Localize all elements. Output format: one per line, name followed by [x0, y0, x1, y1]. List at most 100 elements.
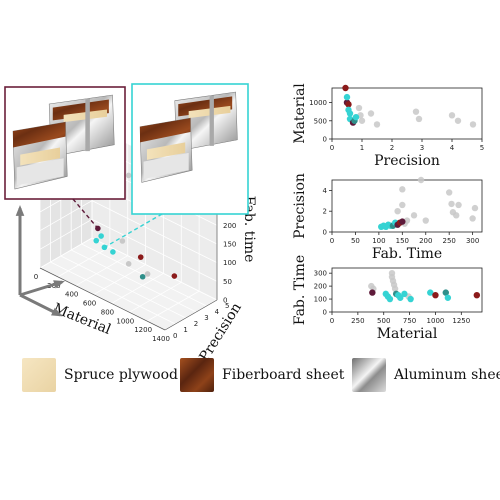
data-point [367, 110, 375, 117]
y-tick-label: 2 [323, 208, 327, 216]
x-tick-label: 500 [377, 317, 390, 325]
grid-line [93, 264, 146, 295]
data-point [397, 294, 404, 301]
y-tick-label: 1000 [309, 99, 327, 107]
data-point [343, 93, 351, 101]
y-tick-label: 0 [323, 309, 327, 317]
x-tick-label: 0 [330, 317, 334, 325]
data-point-3d [101, 244, 108, 251]
x-tick-label: 0 [34, 273, 38, 281]
scatter-fabtime-vs-material: 0 250 500 750 1000 1250 0 100 200 300 Material Fab.… [292, 255, 483, 342]
z-tick-label: 150 [223, 241, 236, 249]
data-point [401, 290, 408, 298]
data-point [448, 112, 456, 119]
data-point [422, 217, 429, 224]
data-point [453, 212, 460, 219]
y-tick-label: 2 [194, 320, 198, 328]
y-tick-label: 5 [225, 302, 229, 310]
x-tick-label: 1000 [427, 317, 445, 325]
z-tick-label: 50 [223, 278, 232, 286]
grid-line [39, 237, 93, 269]
data-point [412, 108, 420, 115]
plywood-shelf [20, 147, 61, 166]
y-tick-label: 0 [323, 229, 327, 237]
grid-line [50, 261, 176, 325]
x-tick-label: 1 [360, 144, 364, 152]
material-legend: Spruce plywood Fiberboard sheet Aluminum… [0, 355, 500, 405]
data-point [444, 294, 452, 301]
x-tick-label: 0 [330, 237, 334, 245]
y-tick-label: 200 [314, 283, 327, 291]
z-tick-label: 200 [223, 222, 236, 230]
grid-line [75, 255, 128, 287]
data-point-3d [110, 249, 116, 255]
data-point [391, 285, 399, 292]
z-tick-label: 0 [223, 297, 227, 305]
data-point [346, 110, 354, 117]
y-tick-label: 0 [323, 136, 327, 144]
furniture-render [12, 94, 115, 190]
data-point-3d [119, 238, 126, 244]
y-tick-label: 4 [323, 187, 328, 195]
data-point [410, 212, 418, 219]
data-point [358, 117, 366, 124]
legend-item-aluminum: Aluminum sheet [352, 355, 500, 395]
furniture-render [139, 91, 238, 183]
legend-label: Spruce plywood [64, 367, 178, 383]
x-axis-title: Fab. Time [372, 246, 442, 262]
x-tick-label: 150 [396, 237, 409, 245]
y-tick-label: 1 [183, 326, 187, 334]
aluminum-swatch [352, 358, 386, 392]
plywood-shelf [146, 142, 186, 160]
x-tick-label: 300 [466, 237, 479, 245]
axis-edge [39, 267, 166, 331]
data-point-3d [144, 271, 151, 277]
data-point [454, 117, 462, 124]
x-tick-label: 4 [450, 144, 455, 152]
grid-line [39, 200, 93, 232]
x-tick-label: 1400 [152, 335, 170, 343]
x-tick-label: 800 [101, 308, 114, 316]
data-point [427, 289, 434, 296]
legend-item-plywood: Spruce plywood [22, 355, 178, 395]
plywood-shelf [188, 105, 231, 119]
data-point-3d [98, 233, 104, 239]
grid-line [71, 249, 197, 313]
y-tick-label: 3 [204, 314, 208, 322]
grid-line [91, 200, 218, 264]
data-point [369, 289, 376, 296]
grid-line [39, 218, 93, 250]
data-point [407, 295, 414, 303]
aluminum-panel [16, 158, 64, 186]
data-point-3d [125, 261, 132, 267]
data-point-3d [171, 273, 178, 279]
data-point [386, 295, 394, 303]
x-tick-label: 0 [330, 144, 334, 152]
y-tick-label: 0 [173, 332, 177, 340]
plot-frame [331, 87, 483, 140]
data-point [373, 121, 381, 128]
floor-pane [40, 238, 217, 330]
data-point [448, 200, 455, 208]
axis-arrow-up-head [15, 205, 25, 216]
data-point-3d [137, 254, 144, 260]
data-point [399, 201, 406, 209]
legend-item-fiberboard: Fiberboard sheet [180, 355, 344, 395]
y-tick-label: 4 [215, 308, 220, 316]
axis-arrow-down-head [51, 307, 63, 317]
fiberboard-top [140, 118, 191, 143]
data-point [394, 208, 401, 215]
y-axis-title: Fab. Time [292, 255, 308, 325]
data-point [473, 291, 481, 299]
y-axis-title: Material [292, 83, 308, 144]
scatter-precision-vs-fabtime: 0 50 100 150 200 250 300 0 2 4 Fab. Time Precision [292, 173, 483, 262]
y-tick-label: 300 [314, 270, 327, 278]
fiberboard-swatch [180, 358, 214, 392]
data-point [342, 84, 349, 92]
y-tick-label: 100 [314, 296, 327, 304]
y-tick-label: 500 [314, 117, 327, 125]
x-tick-label: 100 [372, 237, 385, 245]
x-axis-title: Material [377, 326, 438, 342]
x-tick-label: 600 [83, 300, 96, 308]
